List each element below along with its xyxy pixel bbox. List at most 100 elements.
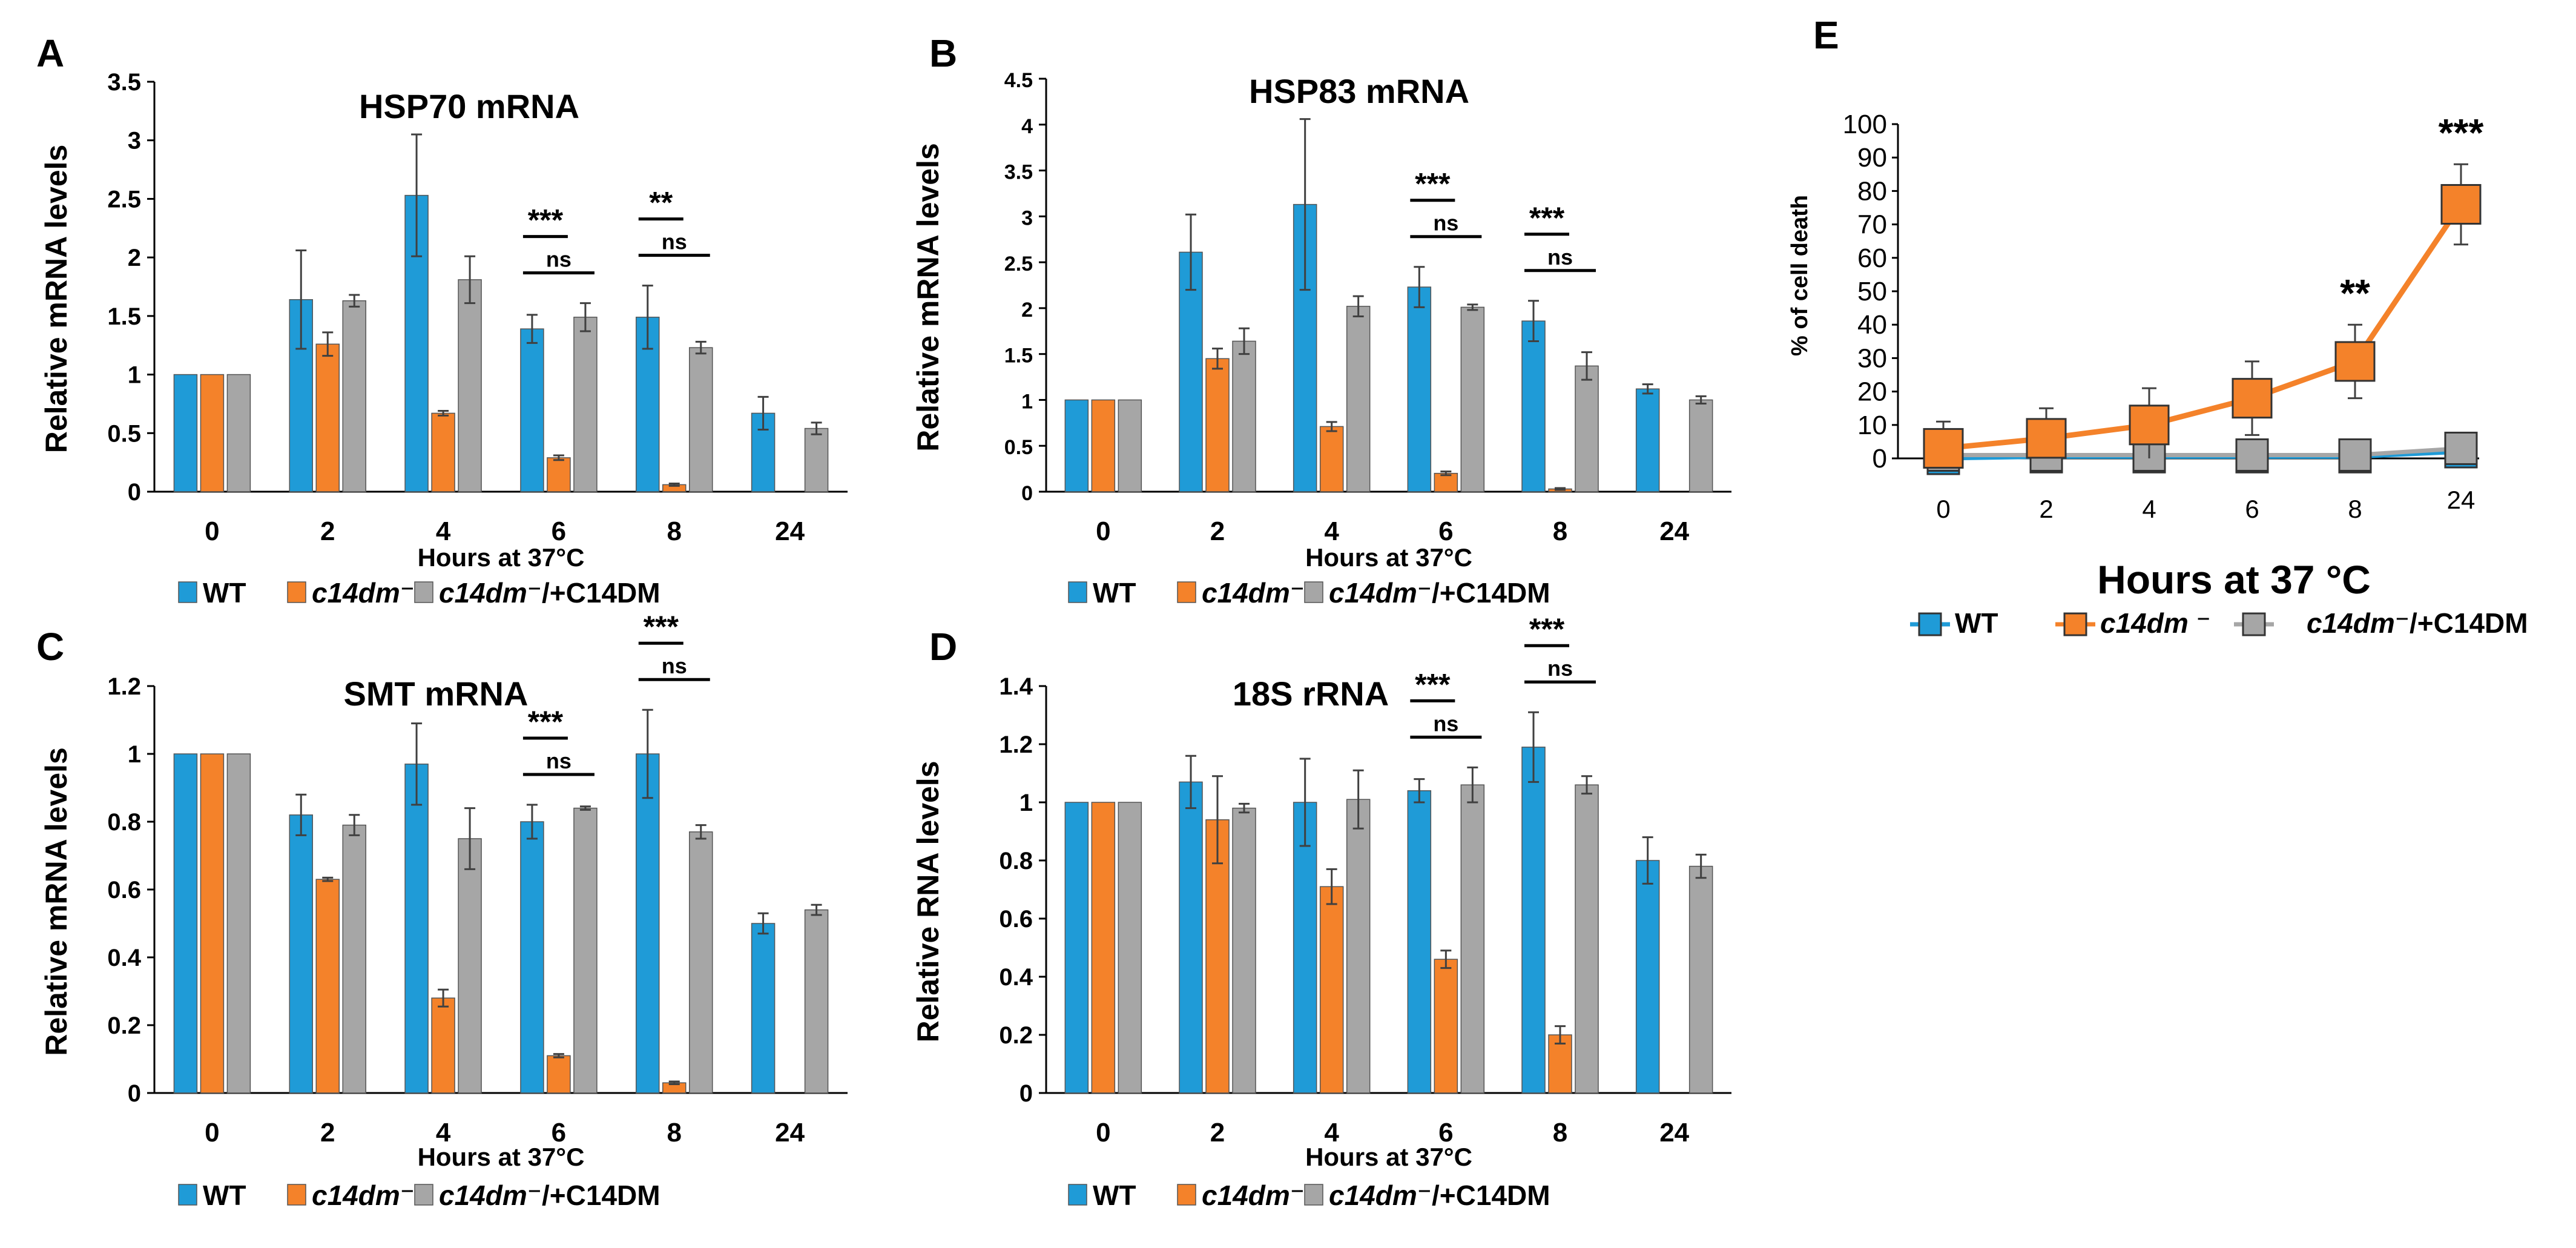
data-point-1-4 bbox=[2129, 404, 2170, 446]
legend-swatch-0 bbox=[1068, 581, 1087, 603]
bar-c14dm-6 bbox=[1434, 959, 1458, 1094]
bar-c14dmC14DM-8 bbox=[1575, 784, 1599, 1094]
significance-label: *** bbox=[1529, 612, 1565, 646]
significance-label: ** bbox=[2340, 271, 2370, 315]
bar-c14dm-4 bbox=[431, 997, 455, 1094]
bar-WT-0 bbox=[173, 374, 198, 492]
x-tick-label: 6 bbox=[1438, 517, 1453, 546]
x-tick-label: 24 bbox=[2447, 486, 2476, 514]
significance-label: ns bbox=[662, 229, 687, 254]
bar-c14dmC14DM-8 bbox=[689, 831, 713, 1094]
x-tick-label: 24 bbox=[1659, 1118, 1689, 1147]
bar-c14dm-2 bbox=[1205, 358, 1230, 492]
y-tick-label: 0.8 bbox=[999, 848, 1033, 874]
y-tick-label: 3 bbox=[128, 128, 141, 154]
y-tick-label: 0 bbox=[128, 479, 141, 506]
y-tick-label: 4.5 bbox=[1004, 69, 1033, 92]
bar-WT-4 bbox=[404, 764, 429, 1094]
bar-c14dmC14DM-6 bbox=[1460, 306, 1485, 492]
bar-c14dmC14DM-4 bbox=[1346, 799, 1371, 1094]
bar-c14dm-0 bbox=[1091, 802, 1116, 1094]
legend-label-1: c14dm⁻ bbox=[1202, 1180, 1305, 1211]
y-tick-label: 1 bbox=[128, 362, 141, 389]
y-tick-label: 60 bbox=[1857, 243, 1887, 273]
y-tick-label: 1 bbox=[1021, 390, 1033, 413]
legend-label-1: c14dm⁻ bbox=[312, 577, 415, 609]
bar-c14dmC14DM-4 bbox=[458, 279, 482, 492]
x-tick-label: 2 bbox=[2039, 495, 2053, 523]
y-axis-title: Relative mRNA levels bbox=[911, 143, 945, 452]
y-tick-label: 50 bbox=[1857, 277, 1887, 306]
significance-label: ns bbox=[1547, 245, 1573, 269]
x-tick-label: 2 bbox=[1210, 1118, 1225, 1147]
y-axis-title: % of cell death bbox=[1787, 195, 1813, 356]
bar-c14dm-6 bbox=[1434, 472, 1458, 492]
bar-c14dmC14DM-24 bbox=[1688, 399, 1713, 492]
bar-c14dm-4 bbox=[431, 412, 455, 492]
x-axis-title: Hours at 37°C bbox=[418, 543, 585, 572]
x-tick-label: 0 bbox=[205, 1118, 219, 1147]
legend-label-0: WT bbox=[1093, 577, 1136, 609]
bar-WT-0 bbox=[1064, 802, 1089, 1094]
y-tick-label: 0.8 bbox=[107, 809, 141, 836]
bar-c14dmC14DM-2 bbox=[342, 824, 366, 1094]
x-tick-label: 24 bbox=[775, 1118, 805, 1147]
bar-c14dmC14DM-8 bbox=[1575, 365, 1599, 492]
legend-swatch-2 bbox=[1304, 1184, 1323, 1206]
x-tick-label: 0 bbox=[1936, 495, 1950, 523]
legend-label-2: c14dm⁻/+C14DM bbox=[1329, 1180, 1550, 1211]
legend-swatch-2 bbox=[414, 1184, 433, 1206]
y-tick-label: 40 bbox=[1857, 310, 1887, 340]
y-tick-label: 0.4 bbox=[107, 945, 141, 971]
chart-title: SMT mRNA bbox=[344, 675, 529, 713]
bar-c14dm-6 bbox=[547, 1055, 571, 1094]
x-tick-label: 4 bbox=[2142, 495, 2156, 523]
x-tick-label: 2 bbox=[320, 517, 335, 546]
y-tick-label: 2.5 bbox=[1004, 253, 1033, 276]
significance-label: ns bbox=[1547, 656, 1573, 681]
chart-title: HSP70 mRNA bbox=[359, 87, 579, 125]
series-line-2 bbox=[1943, 446, 2462, 457]
bar-WT-6 bbox=[1407, 286, 1432, 492]
bar-WT-4 bbox=[404, 194, 429, 492]
y-tick-label: 0.5 bbox=[107, 420, 141, 447]
bar-c14dmC14DM-4 bbox=[1346, 306, 1371, 492]
series-line-1 bbox=[1943, 202, 2463, 451]
legend-label-2: c14dm⁻/+C14DM bbox=[439, 1180, 660, 1211]
y-tick-label: 3.5 bbox=[1004, 161, 1033, 184]
bar-c14dm-2 bbox=[315, 879, 340, 1094]
significance-label: ns bbox=[546, 748, 572, 773]
legend-label-0: WT bbox=[203, 577, 246, 609]
panel-label-c: C bbox=[36, 625, 64, 669]
panel-c-smt: C SMT mRNA 0 0.2 0.4 0.6 0.8 1 1.2 Relative mRNA… bbox=[36, 610, 848, 1211]
legend-swatch-1 bbox=[1177, 1184, 1196, 1206]
y-axis-title: Relative mRNA levels bbox=[39, 145, 73, 454]
legend-label-0: WT bbox=[203, 1180, 246, 1211]
y-tick-label: 0.2 bbox=[999, 1022, 1033, 1049]
legend-label-2: c14dm⁻/+C14DM bbox=[1329, 577, 1550, 609]
significance-label: *** bbox=[1415, 167, 1451, 201]
legend-label-2: c14dm⁻/+C14DM bbox=[439, 577, 660, 609]
y-tick-label: 1.4 bbox=[999, 673, 1033, 700]
x-tick-label: 4 bbox=[436, 517, 451, 546]
panel-label-d: D bbox=[929, 625, 957, 669]
legend-swatch-1 bbox=[287, 581, 306, 603]
significance-label: *** bbox=[644, 610, 679, 644]
bar-WT-4 bbox=[1293, 802, 1317, 1094]
y-tick-label: 1.2 bbox=[999, 731, 1033, 758]
bar-c14dmC14DM-6 bbox=[1460, 784, 1485, 1094]
bar-WT-8 bbox=[1521, 747, 1546, 1094]
bar-WT-2 bbox=[1179, 781, 1203, 1094]
bar-c14dm-6 bbox=[547, 457, 571, 492]
bar-c14dm-0 bbox=[200, 374, 225, 492]
data-point-1-8 bbox=[2334, 341, 2376, 382]
y-tick-label: 2 bbox=[128, 245, 141, 271]
significance-label: *** bbox=[2439, 111, 2484, 154]
x-tick-label: 24 bbox=[775, 517, 805, 546]
y-tick-label: 0.6 bbox=[999, 906, 1033, 933]
x-tick-label: 4 bbox=[436, 1118, 451, 1147]
legend-swatch-2 bbox=[1304, 581, 1323, 603]
y-tick-label: 80 bbox=[1857, 176, 1887, 206]
